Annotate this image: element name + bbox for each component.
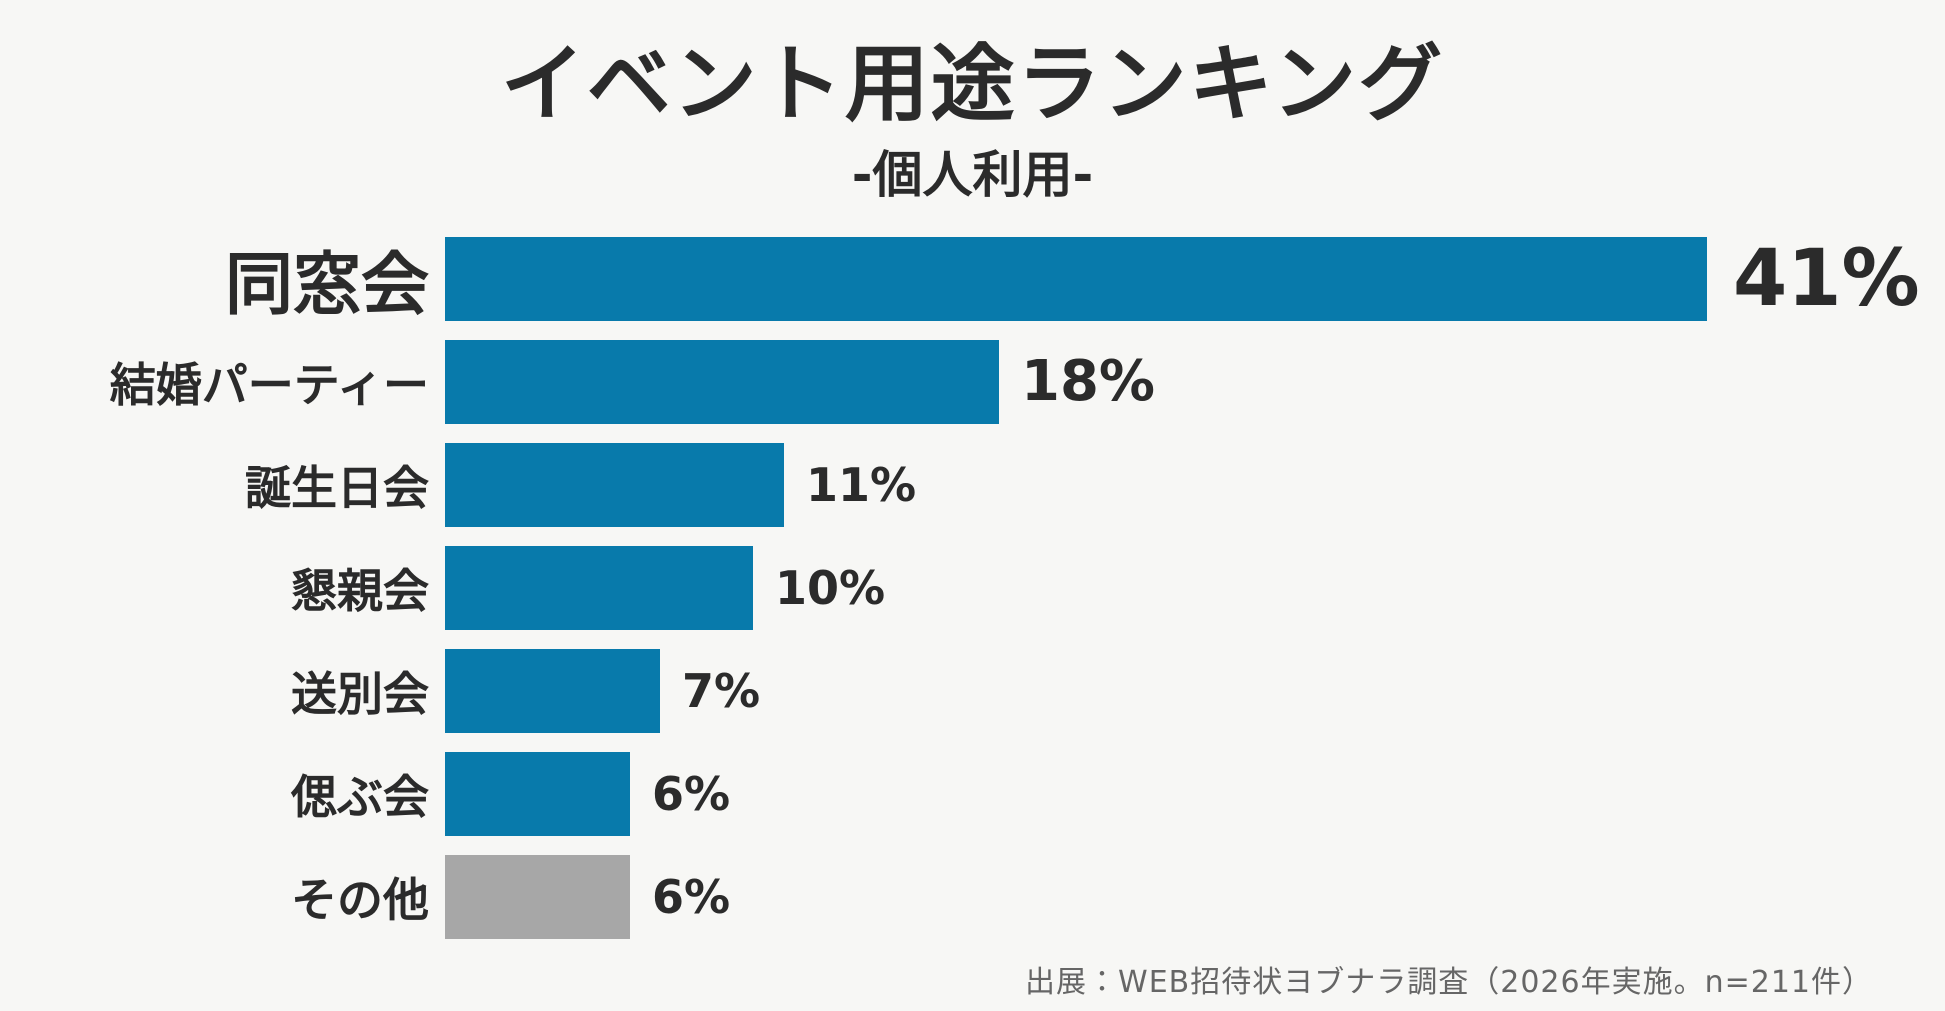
bar-row-sonota: その他 6% — [0, 854, 1945, 939]
bar-row-soubetsukai: 送別会 7% — [0, 648, 1945, 733]
value-label: 41% — [1733, 233, 1920, 324]
bar-track: 6% — [445, 854, 1945, 939]
bar-segment — [445, 442, 784, 527]
bar-row-tanjoubikai: 誕生日会 11% — [0, 442, 1945, 527]
value-label: 6% — [652, 869, 731, 924]
category-label: 懇親会 — [291, 563, 429, 618]
bar-track: 10% — [445, 545, 1945, 630]
bar-segment — [445, 545, 753, 630]
value-label: 10% — [775, 560, 886, 615]
category-label: 送別会 — [291, 666, 429, 721]
bar-segment — [445, 854, 630, 939]
chart-subtitle: -個人利用- — [851, 145, 1094, 204]
category-label: 同窓会 — [224, 246, 429, 326]
bar-segment — [445, 751, 630, 836]
value-label: 6% — [652, 766, 731, 821]
bar-track: 41% — [445, 233, 1945, 324]
chart-title: イベント用途ランキング — [500, 35, 1445, 133]
bar-segment — [445, 236, 1707, 321]
value-label: 11% — [806, 457, 917, 512]
bar-row-kekkon-party: 結婚パーティー 18% — [0, 339, 1945, 424]
value-label: 7% — [682, 663, 761, 718]
bar-row-dousoukai: 同窓会 41% — [0, 233, 1945, 326]
category-label: 偲ぶ会 — [291, 769, 429, 824]
bar-segment — [445, 648, 660, 733]
bar-segment — [445, 339, 999, 424]
bar-chart: 同窓会 41% 結婚パーティー 18% 誕生日会 11% 懇親会 10% 送別会… — [0, 233, 1945, 939]
chart-header: イベント用途ランキング -個人利用- — [0, 0, 1945, 205]
bar-track: 6% — [445, 751, 1945, 836]
source-attribution: 出展：WEB招待状ヨブナラ調査（2026年実施。n=211件） — [1025, 965, 1873, 1000]
bar-track: 7% — [445, 648, 1945, 733]
category-label: その他 — [291, 872, 429, 927]
category-label: 誕生日会 — [245, 460, 429, 515]
category-label: 結婚パーティー — [109, 357, 429, 412]
bar-row-konshinkai: 懇親会 10% — [0, 545, 1945, 630]
bar-row-shinobukai: 偲ぶ会 6% — [0, 751, 1945, 836]
bar-track: 11% — [445, 442, 1945, 527]
bar-track: 18% — [445, 339, 1945, 424]
value-label: 18% — [1021, 349, 1156, 415]
